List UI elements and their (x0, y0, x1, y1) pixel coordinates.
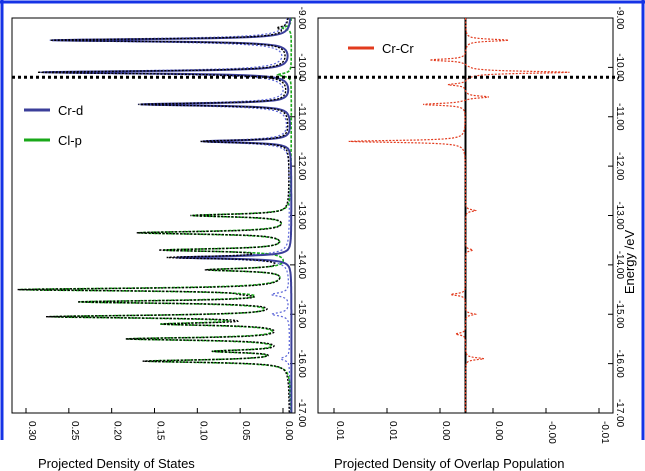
pdos-y-tick-label: -16.00 (296, 349, 307, 378)
pdos-y-tick-label: -13.00 (296, 201, 307, 230)
energy-axis-title: Energy /eV (622, 230, 637, 295)
pdop-y-tick-label: -15.00 (614, 300, 625, 329)
pdos-y-tick-label: -9.00 (296, 7, 307, 30)
pdos-series (17, 17, 293, 413)
pdos-y-tick-label: -17.00 (296, 399, 307, 428)
pdop-y-tick-label: -10.00 (614, 53, 625, 82)
legend-label-cr-cr: Cr-Cr (382, 41, 414, 56)
pdos-x-ticks: 0.30 0.25 0.20 0.15 0.10 0.05 0.00 (25, 408, 294, 441)
pdos-y-ticks: -9.00 -10.00 -11.00 -12.00 -13.00 -14.00 -15.0… (290, 7, 307, 428)
pdos-panel: 0.30 0.25 0.20 0.15 0.10 0.05 0.00 -9.00 -10.00… (11, 7, 307, 471)
pdos-x-tick-label: 0.30 (26, 421, 37, 441)
pdos-y-tick-label: -15.00 (296, 300, 307, 329)
pdop-x-tick-label: 0.00 (440, 421, 451, 441)
pdop-x-tick-label: 0.01 (387, 421, 398, 441)
pdos-x-tick-label: 0.00 (283, 421, 294, 441)
pdos-y-tick-label: -11.00 (296, 103, 307, 131)
pdop-y-tick-label: -16.00 (614, 349, 625, 378)
pdop-y-tick-label: -12.00 (614, 152, 625, 181)
pdos-x-tick-label: 0.10 (197, 421, 208, 441)
pdop-x-tick-label: -0.01 (599, 421, 610, 444)
pdos-y-tick-label: -12.00 (296, 152, 307, 181)
pdos-x-tick-label: 0.05 (240, 421, 251, 441)
pdop-legend: Cr-Cr (348, 41, 414, 56)
pdop-y-tick-label: -13.00 (614, 201, 625, 230)
series-cr-d-dotted (40, 17, 291, 413)
pdop-x-tick-label: 0.01 (334, 421, 345, 441)
legend-label-cl-p: Cl-p (58, 133, 82, 148)
pdop-x-tick-label: -0.00 (546, 421, 557, 444)
pdos-x-tick-label: 0.25 (69, 421, 80, 441)
pdos-y-tick-label: -10.00 (296, 53, 307, 82)
series-total (17, 17, 290, 413)
series-cr-d (42, 17, 293, 413)
figure-frame (0, 0, 645, 440)
pdop-y-tick-label: -14.00 (614, 251, 625, 280)
pdop-y-tick-label: -9.00 (614, 7, 625, 30)
pdop-x-ticks: 0.01 0.01 0.00 0.00 -0.00 -0.01 (333, 408, 610, 444)
pdop-x-tick-label: 0.00 (493, 421, 504, 441)
pdop-y-tick-label: -11.00 (614, 103, 625, 131)
legend-label-cr-d: Cr-d (58, 103, 83, 118)
pdos-x-tick-label: 0.15 (155, 421, 166, 441)
pdop-y-tick-label: -17.00 (614, 399, 625, 428)
series-cl-p (19, 18, 293, 413)
pdop-panel: 0.01 0.01 0.00 0.00 -0.00 -0.01 -9.00 -10.00 -1… (317, 7, 637, 471)
pdos-x-axis-title: Projected Density of States (38, 456, 195, 471)
pdos-y-tick-label: -14.00 (296, 251, 307, 280)
pdop-x-axis-title: Projected Density of Overlap Population (334, 456, 565, 471)
pdop-series (348, 18, 570, 413)
pdos-legend: Cr-d Cl-p (24, 103, 83, 148)
pdos-x-tick-label: 0.20 (112, 421, 123, 441)
pdop-y-ticks: -9.00 -10.00 -11.00 -12.00 -13.00 -14.00 -15.0… (608, 7, 625, 428)
series-cr-cr (348, 18, 570, 413)
